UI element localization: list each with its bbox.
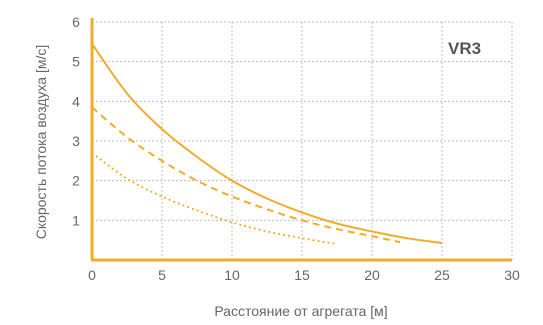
x-tick-label: 0 [88,267,96,283]
x-tick-label: 20 [364,267,380,283]
series-line-dotted [91,152,338,246]
y-tick-label: 2 [72,173,80,189]
x-tick-label: 10 [224,267,240,283]
series-line-solid [91,43,443,244]
y-tick-label: 4 [72,93,80,109]
y-tick-label: 5 [72,54,80,70]
y-tick-label: 1 [72,212,80,228]
tick-labels: 0 5 10 15 20 25 30 1 2 3 4 5 6 [72,14,520,283]
y-tick-label: 3 [72,133,80,149]
series-line-dashed [91,106,401,244]
y-tick-label: 6 [72,14,80,30]
x-tick-label: 30 [504,267,520,283]
grid [92,21,513,260]
axes [90,18,512,262]
model-label: VR3 [448,39,481,58]
y-axis-label: Скорость потока воздуха [м/с] [33,45,49,240]
x-tick-label: 15 [294,267,310,283]
series-group [91,43,443,246]
x-tick-label: 25 [434,267,450,283]
x-axis-label: Расстояние от агрегата [м] [214,303,387,319]
x-tick-label: 5 [158,267,166,283]
